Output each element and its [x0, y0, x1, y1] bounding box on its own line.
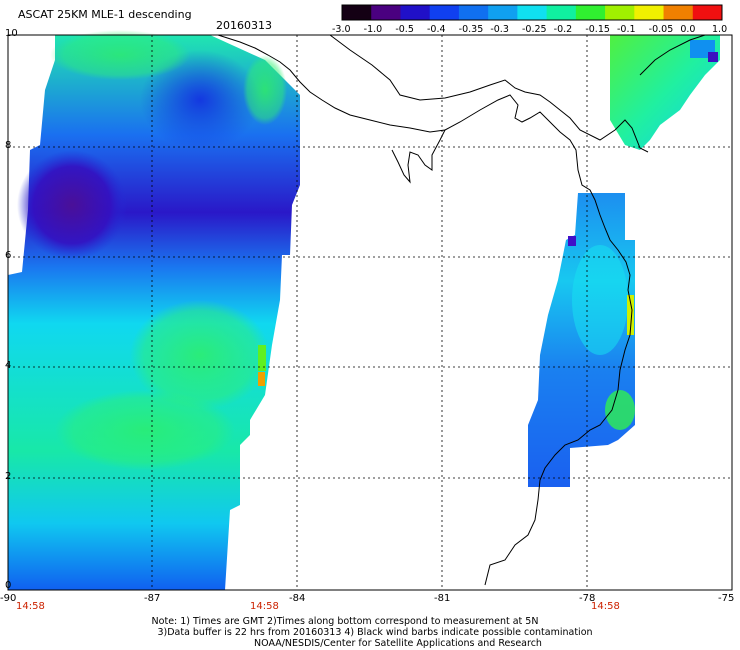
coastline-caribbean [329, 34, 649, 153]
colorbar-swatch [517, 5, 548, 20]
time-label-1: 14:58 [16, 601, 45, 612]
colorbar-label: -0.3 [490, 24, 509, 35]
colorbar-swatch [400, 5, 431, 20]
colorbar-swatch [488, 5, 518, 20]
graticule [8, 35, 732, 590]
coastline-central-america [217, 34, 446, 184]
map-frame [7, 34, 733, 591]
colorbar-swatch [546, 5, 577, 20]
colorbar-swatch [634, 5, 665, 20]
colorbar-label: 0.0 [680, 24, 696, 35]
lon-label-87: -87 [144, 593, 161, 604]
colorbar-swatch [371, 5, 401, 20]
colorbar-swatch [605, 5, 635, 20]
coastline-ne [639, 34, 706, 76]
lat-label-6: 6 [5, 250, 12, 261]
wind-low-region [17, 150, 127, 260]
colorbar-label: -0.4 [427, 24, 446, 35]
lat-label-2: 2 [5, 471, 12, 482]
lon-label-84: -84 [289, 593, 306, 604]
wind-east-cyan [572, 245, 628, 355]
colorbar-label: -3.0 [332, 24, 351, 35]
wind-pixel-yellow [627, 295, 634, 335]
wind-high-region-3 [50, 30, 190, 80]
lon-label-78: -78 [579, 593, 596, 604]
lon-label-81: -81 [434, 593, 451, 604]
wind-high-region [130, 300, 270, 410]
note-line-2: 3)Data buffer is 22 hrs from 20160313 4)… [157, 627, 593, 638]
wind-low-region-2 [140, 50, 260, 150]
colorbar-swatch [342, 5, 372, 20]
map-title: ASCAT 25KM MLE-1 descending [18, 8, 192, 21]
time-label-3: 14:58 [591, 601, 620, 612]
colorbar-label: -0.2 [553, 24, 573, 35]
coastline-panama [444, 94, 633, 586]
colorbar-label: -0.05 [648, 24, 674, 35]
lat-label-10: 10 [5, 28, 18, 39]
colorbar-label: -1.0 [363, 24, 383, 35]
lat-label-8: 8 [5, 140, 12, 151]
colorbar-label: -0.1 [617, 24, 636, 35]
wind-east-green [605, 390, 635, 430]
colorbar-swatch [458, 5, 489, 20]
colorbar-swatch [663, 5, 694, 20]
time-label-2: 14:58 [250, 601, 279, 612]
wind-high-region-4 [243, 55, 287, 125]
lon-label-75: -75 [718, 593, 735, 604]
colorbar-swatch [692, 5, 723, 20]
colorbar-outline [341, 4, 723, 21]
wind-pixel-orange [258, 372, 265, 386]
wind-pixel-green [258, 345, 266, 371]
note-line-1: Note: 1) Times are GMT 2)Times along bot… [151, 616, 539, 627]
colorbar-label: -0.35 [458, 24, 484, 35]
colorbar-swatch [429, 5, 460, 20]
coastline-group [217, 34, 706, 586]
colorbar-swatch [575, 5, 606, 20]
lat-label-4: 4 [5, 360, 12, 371]
wind-high-region-2 [55, 390, 235, 470]
lat-label-0: 0 [5, 580, 12, 591]
colorbar [341, 4, 723, 21]
wind-pixel-ne-violet [708, 52, 718, 62]
map-date: 20160313 [216, 19, 272, 32]
note-line-3: NOAA/NESDIS/Center for Satellite Applica… [254, 638, 542, 649]
colorbar-label: -0.15 [585, 24, 610, 35]
lon-label-90: -90 [0, 593, 17, 604]
colorbar-label: -0.5 [395, 24, 414, 35]
colorbar-label: -0.25 [522, 24, 547, 35]
wind-swath-northeast [610, 35, 720, 150]
colorbar-label: 1.0 [712, 24, 728, 35]
wind-pixel-violet [568, 236, 576, 246]
